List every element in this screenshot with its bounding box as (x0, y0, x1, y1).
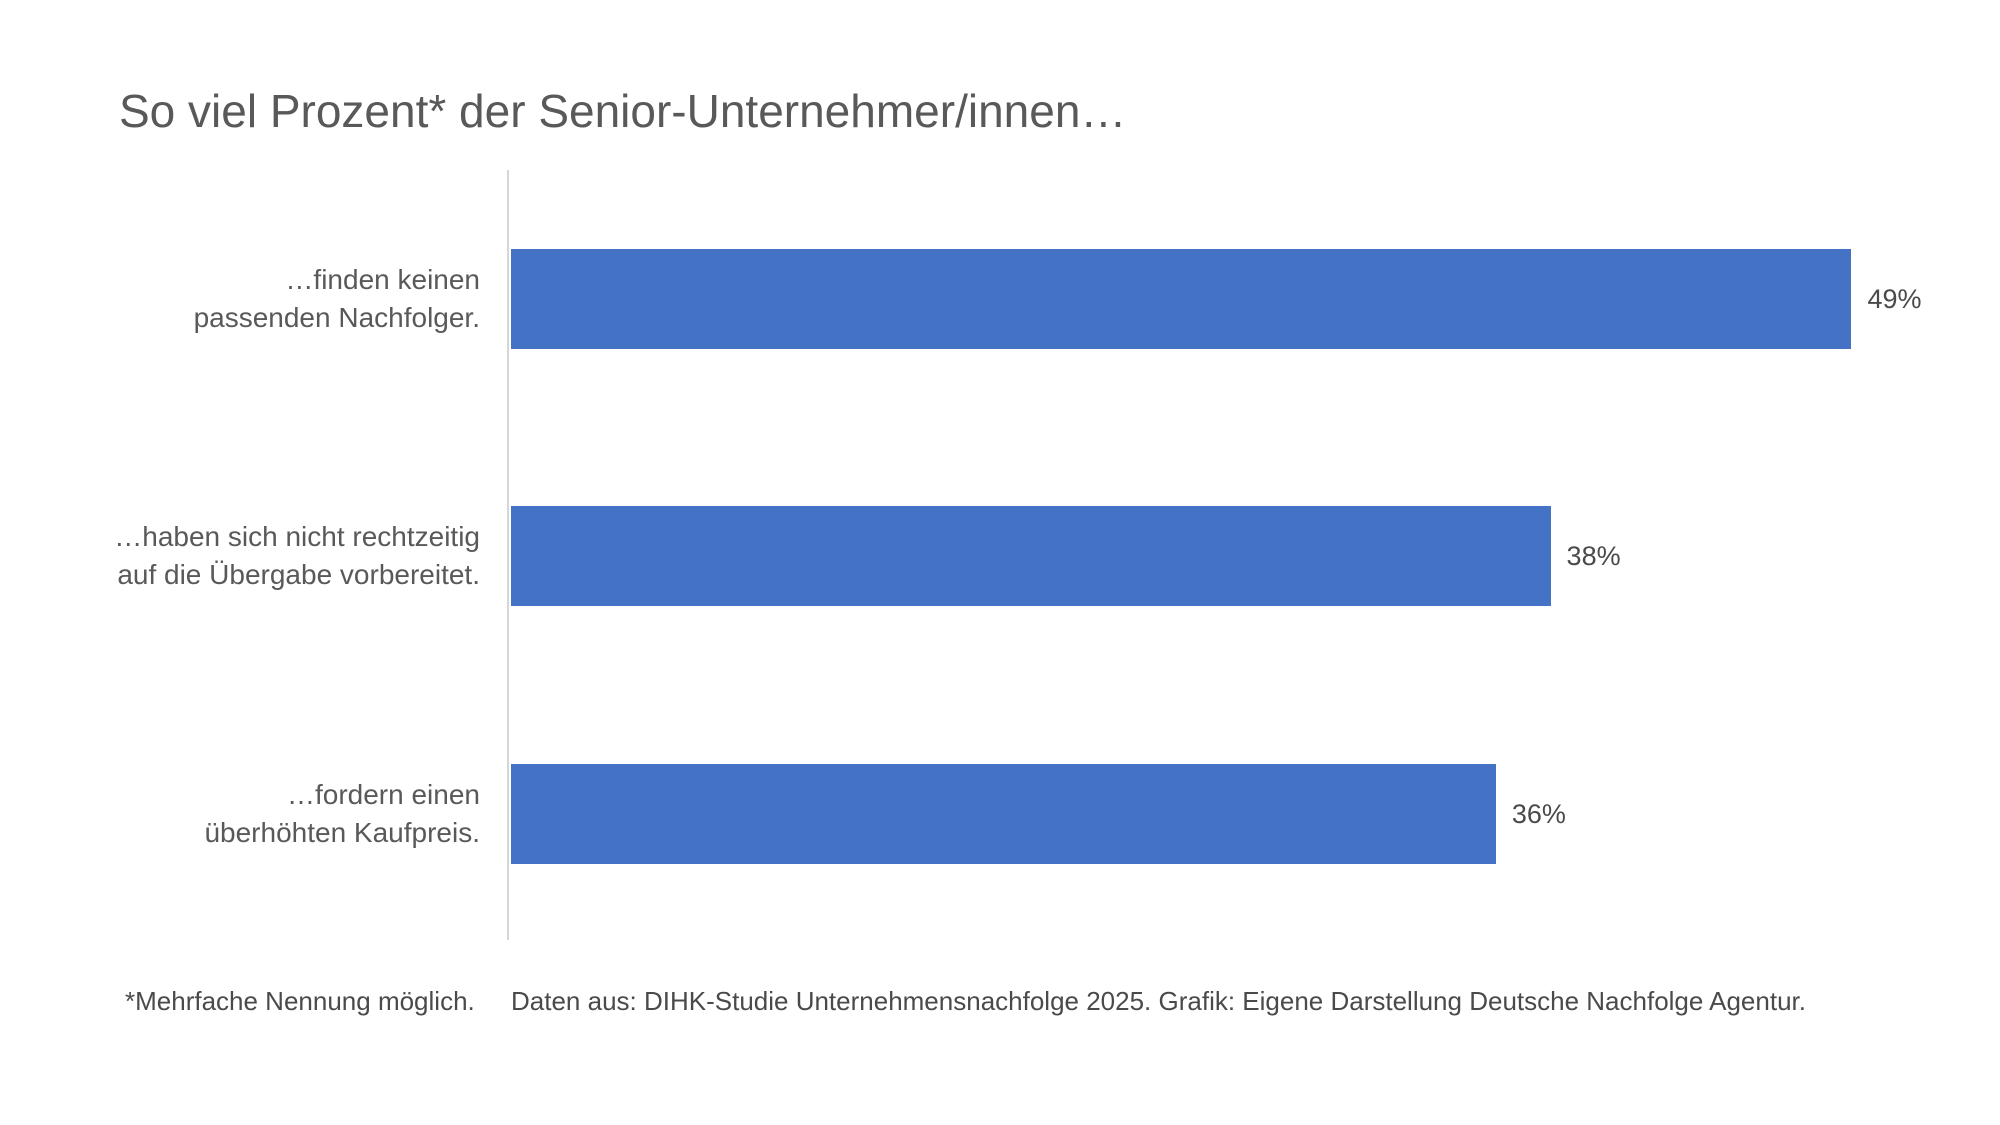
category-label: …haben sich nicht rechtzeitig auf die Üb… (114, 521, 480, 590)
category-label: …finden keinen passenden Nachfolger. (193, 264, 480, 333)
chart-title: So viel Prozent* der Senior-Unternehmer/… (119, 85, 1127, 137)
bar (511, 764, 1496, 864)
bar (511, 249, 1852, 349)
bar (511, 506, 1551, 606)
value-label: 36% (1511, 798, 1566, 829)
value-label: 49% (1867, 283, 1922, 314)
y-axis-line (507, 170, 509, 940)
category-label: …fordern einen überhöhten Kaufpreis. (204, 779, 480, 848)
source-note: Daten aus: DIHK-Studie Unternehmensnachf… (511, 986, 1806, 1016)
bar-row: 49% (511, 249, 1991, 349)
value-label: 38% (1566, 540, 1621, 571)
footnote: *Mehrfache Nennung möglich. (125, 986, 475, 1016)
bar-row: 38% (511, 506, 1991, 606)
bar-row: 36% (511, 764, 1991, 864)
